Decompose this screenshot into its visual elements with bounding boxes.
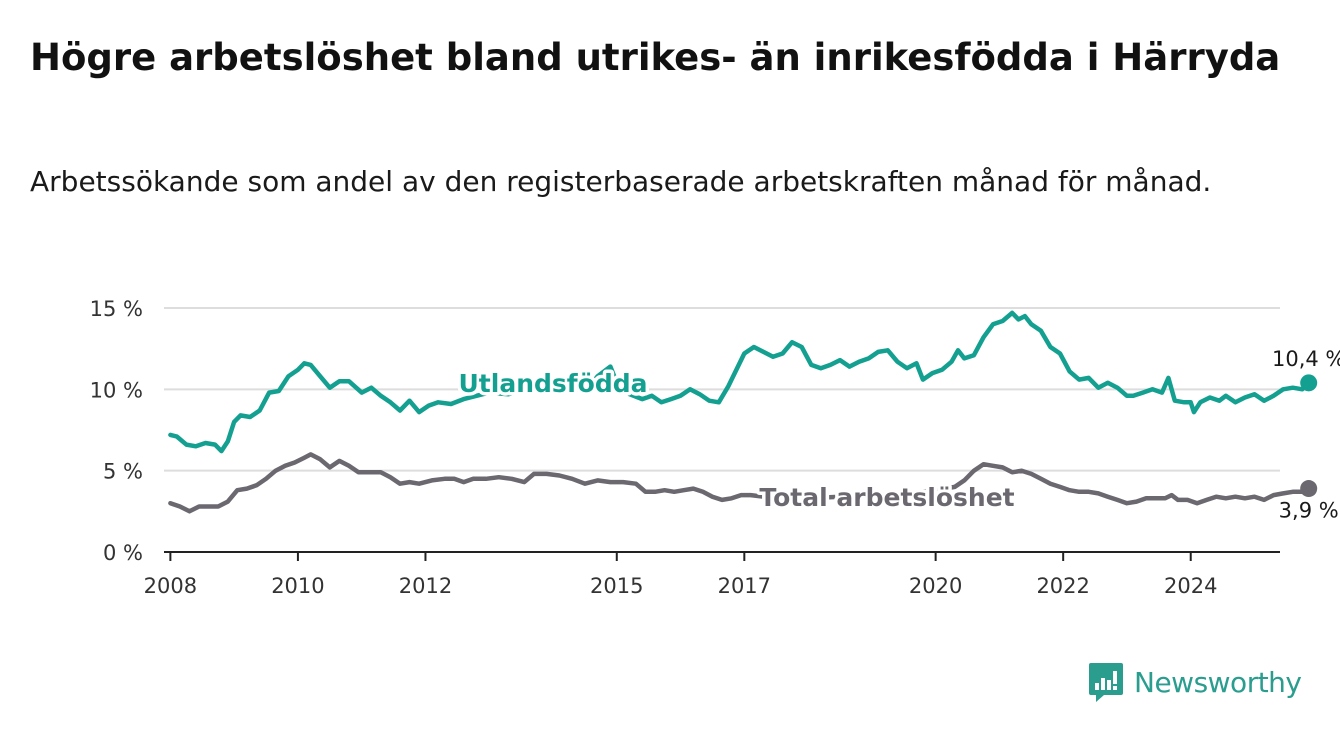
y-tick-label: 5 % <box>103 460 143 484</box>
x-tick-label: 2020 <box>909 574 962 598</box>
series-end-marker <box>1300 480 1318 498</box>
x-axis-ticks: 2008 2010 2012 2015 2017 2020 2022 2024 <box>144 552 1217 598</box>
series-line-utlandsfodda <box>168 310 1311 454</box>
x-tick-label: 2015 <box>590 574 643 598</box>
end-value-total: 3,9 % <box>1279 499 1339 523</box>
y-tick-label: 10 % <box>90 378 143 402</box>
chart-subtitle: Arbetssökande som andel av den registerb… <box>30 165 1212 198</box>
x-tick-label: 2017 <box>718 574 771 598</box>
y-tick-label: 15 % <box>90 297 143 321</box>
grid-lines <box>164 307 1280 472</box>
y-axis-labels: 0 % 5 % 10 % 15 % <box>90 297 143 565</box>
x-tick-label: 2022 <box>1036 574 1089 598</box>
brand: Newsworthy <box>1088 660 1302 704</box>
series-label-utlandsfodda: Utlandsfödda <box>459 369 648 398</box>
chart-title: Högre arbetslöshet bland utrikes- än inr… <box>30 36 1281 79</box>
brand-name: Newsworthy <box>1134 665 1302 699</box>
x-tick-label: 2024 <box>1164 574 1217 598</box>
series-lines <box>168 310 1318 514</box>
series-label-total: Total arbetslöshet <box>759 483 1014 512</box>
x-tick-label: 2012 <box>399 574 452 598</box>
y-tick-label: 0 % <box>103 541 143 565</box>
newsworthy-logo-icon <box>1089 663 1123 702</box>
x-tick-label: 2008 <box>144 574 197 598</box>
series-end-marker <box>1300 374 1318 392</box>
series-labels: Utlandsfödda Total arbetslöshet 10,4 % 3,9 … <box>455 344 1340 525</box>
x-tick-label: 2010 <box>271 574 324 598</box>
series-line-total <box>168 452 1311 514</box>
end-value-utlandsfodda: 10,4 % <box>1272 347 1340 371</box>
line-chart: 0 %5 %10 %15 % 2008 2010 2012 2015 2017 2020 2… <box>90 297 1340 598</box>
